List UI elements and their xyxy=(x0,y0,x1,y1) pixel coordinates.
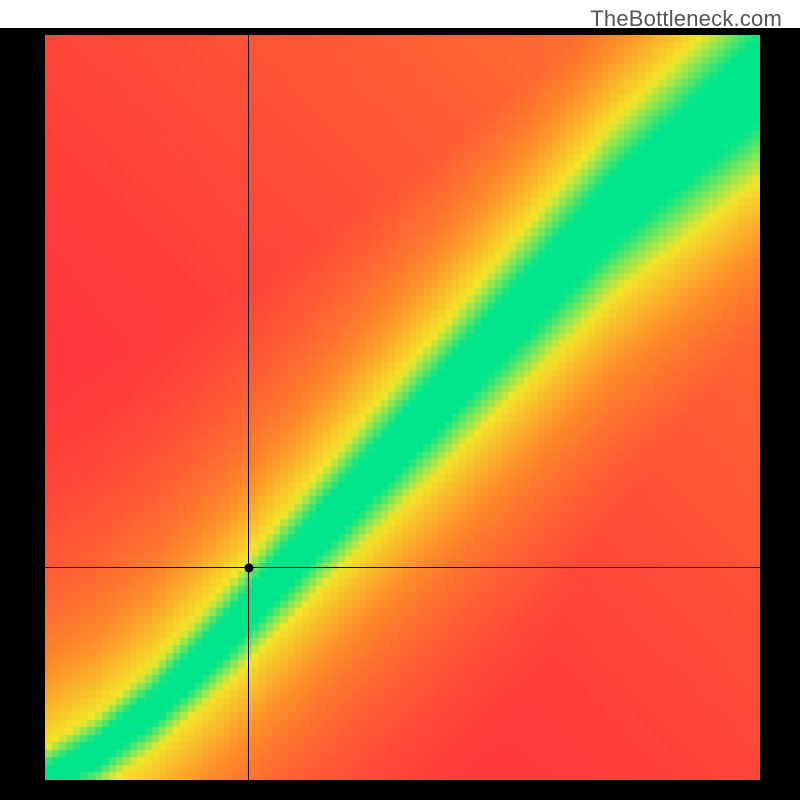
crosshair-marker xyxy=(244,563,253,572)
plot-area xyxy=(45,35,760,780)
watermark-text: TheBottleneck.com xyxy=(590,6,782,32)
crosshair-horizontal xyxy=(45,567,760,568)
figure-container: TheBottleneck.com xyxy=(0,0,800,800)
heatmap-canvas xyxy=(45,35,760,780)
crosshair-vertical xyxy=(248,35,249,780)
